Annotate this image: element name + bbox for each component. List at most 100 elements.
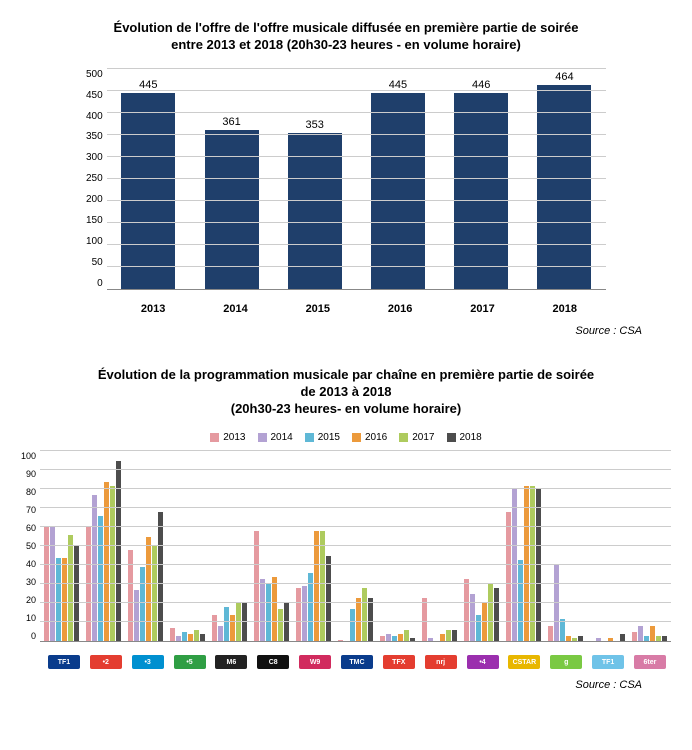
chart2-bar	[278, 609, 283, 641]
chart2-bar	[254, 531, 259, 641]
chart1-bars: 445361353445446464	[107, 69, 606, 289]
chart2-bar	[632, 632, 637, 642]
chart2-bar	[656, 636, 661, 642]
chart2-bar	[356, 598, 361, 642]
chart2-ytick: 90	[26, 469, 36, 479]
chart2-legend-item: 2017	[399, 432, 434, 443]
chart2-bar	[578, 636, 583, 642]
chart1-title: Évolution de l'offre de l'offre musicale…	[86, 20, 606, 54]
chart2-container: Évolution de la programmation musicale p…	[21, 367, 671, 670]
chart2-group	[254, 531, 289, 641]
channel-logo: CSTAR	[508, 655, 540, 669]
chart1-xlabel: 2018	[538, 303, 592, 315]
chart2-xaxis: TF1•2•3•5M6C8W9TMCTFXnrj•4CSTARgTF16ter	[43, 655, 671, 669]
chart2-group	[590, 634, 625, 642]
chart2-group	[170, 628, 205, 641]
chart1-xlabel: 2015	[291, 303, 345, 315]
chart2-ytick: 80	[26, 487, 36, 497]
channel-logo: 6ter	[634, 655, 666, 669]
chart1-title-line1: Évolution de l'offre de l'offre musicale…	[114, 20, 579, 35]
chart2-bar	[386, 634, 391, 642]
chart2-ytick: 20	[26, 595, 36, 605]
chart2-bar	[194, 630, 199, 641]
chart1-bar: 353	[288, 119, 342, 288]
chart2-legend-item: 2014	[258, 432, 293, 443]
chart2-title-line3: (20h30-23 heures- en volume horaire)	[231, 401, 461, 416]
chart2-bar	[350, 609, 355, 641]
chart2-bar	[56, 558, 61, 642]
chart1-xlabel: 2014	[208, 303, 262, 315]
chart2-legend: 201320142015201620172018	[21, 432, 671, 443]
chart2-bar	[440, 634, 445, 642]
chart2-bar	[650, 626, 655, 641]
chart2-legend-item: 2015	[305, 432, 340, 443]
channel-logo: TF1	[48, 655, 80, 669]
channel-logo: g	[550, 655, 582, 669]
chart2-bar	[230, 615, 235, 642]
chart1-ytick: 250	[86, 173, 103, 184]
chart2-source: Source : CSA	[20, 679, 672, 691]
chart2-group	[464, 579, 499, 642]
chart2-group	[632, 626, 667, 641]
chart1-bar: 464	[537, 71, 591, 289]
chart2-bar	[410, 638, 415, 642]
chart1-bar: 445	[121, 79, 175, 289]
chart2-bar	[62, 558, 67, 642]
legend-label: 2015	[318, 432, 340, 443]
chart2-ytick: 50	[26, 541, 36, 551]
chart2-group	[548, 565, 583, 641]
legend-label: 2017	[412, 432, 434, 443]
chart1-title-line2: entre 2013 et 2018 (20h30-23 heures - en…	[171, 37, 521, 52]
legend-label: 2013	[223, 432, 245, 443]
chart2-groups	[40, 451, 671, 641]
chart2-bar	[518, 560, 523, 642]
chart2-bar	[224, 607, 229, 641]
channel-logo: nrj	[425, 655, 457, 669]
chart1-xaxis: 201320142015201620172018	[112, 303, 606, 315]
chart2-plot: 1009080706050403020100	[21, 451, 671, 651]
channel-logo: TFX	[383, 655, 415, 669]
chart2-group	[422, 598, 457, 642]
chart1-ytick: 50	[92, 257, 103, 268]
chart2-ytick: 0	[31, 631, 36, 641]
legend-swatch	[305, 433, 314, 442]
chart2-title: Évolution de la programmation musicale p…	[21, 367, 671, 418]
chart2-bar	[476, 615, 481, 642]
legend-label: 2014	[271, 432, 293, 443]
chart2-ytick: 30	[26, 577, 36, 587]
chart2-title-line1: Évolution de la programmation musicale p…	[98, 367, 594, 382]
chart2-bar	[170, 628, 175, 641]
legend-swatch	[447, 433, 456, 442]
chart2-bar	[638, 626, 643, 641]
chart2-bar	[212, 615, 217, 642]
chart2-yaxis: 1009080706050403020100	[21, 451, 40, 641]
chart2-bar	[572, 638, 577, 642]
chart2-bar	[200, 634, 205, 642]
chart2-bar	[314, 531, 319, 641]
channel-logo: •3	[132, 655, 164, 669]
chart2-ytick: 100	[21, 451, 36, 461]
chart2-bar	[176, 636, 181, 642]
chart2-bar	[146, 537, 151, 642]
chart2-bar	[446, 630, 451, 641]
chart2-ytick: 60	[26, 523, 36, 533]
chart2-group	[338, 588, 373, 641]
chart2-bar	[338, 640, 343, 642]
chart1-bar-value: 446	[472, 79, 490, 91]
chart2-bar	[362, 588, 367, 641]
chart1-ytick: 100	[86, 236, 103, 247]
chart2-bar	[392, 636, 397, 642]
chart2-ytick: 40	[26, 559, 36, 569]
chart1-bar-value: 353	[306, 119, 324, 131]
chart1-grid: 445361353445446464	[107, 69, 606, 290]
chart1-bar-value: 361	[222, 116, 240, 128]
chart2-bar	[464, 579, 469, 642]
channel-logo: C8	[257, 655, 289, 669]
chart2-bar	[92, 495, 97, 641]
chart2-bar	[644, 636, 649, 642]
chart1-bar: 446	[454, 79, 508, 289]
channel-logo: W9	[299, 655, 331, 669]
chart2-ytick: 70	[26, 505, 36, 515]
chart2-group	[380, 630, 415, 641]
chart2-bar	[182, 632, 187, 642]
